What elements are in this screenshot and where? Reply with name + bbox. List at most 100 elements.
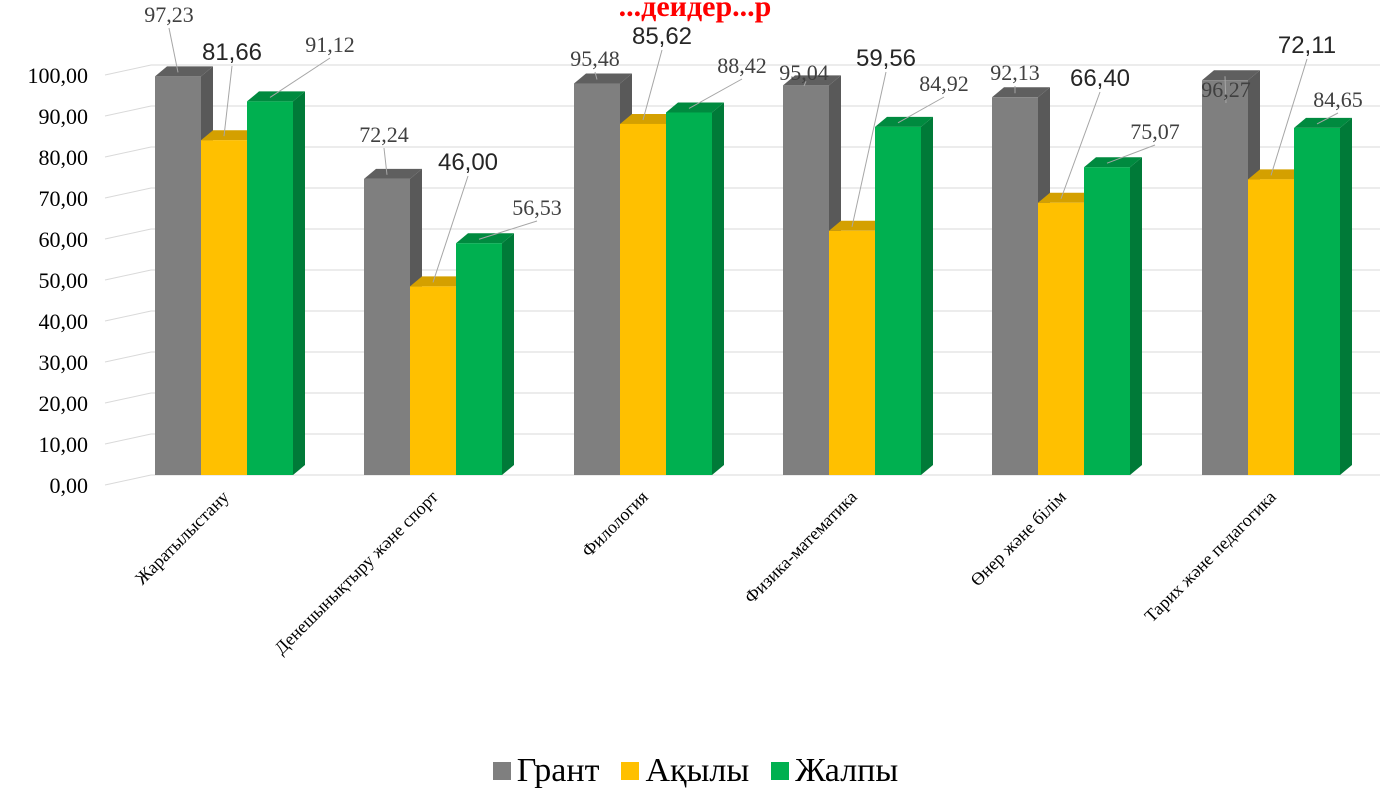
data-label-zhalpy: 56,53 bbox=[512, 195, 562, 220]
bar-top-aqyly bbox=[829, 220, 887, 231]
bar-zhalpy bbox=[875, 126, 921, 475]
legend-label-grant: Грант bbox=[516, 752, 600, 789]
data-label-grant: 95,04 bbox=[779, 60, 829, 85]
leader-line bbox=[1316, 112, 1339, 125]
y-tick-label: 100,00 bbox=[28, 63, 89, 88]
gridline-diag bbox=[104, 64, 152, 76]
bar-top-grant bbox=[783, 75, 841, 86]
gridline-diag bbox=[104, 146, 152, 158]
chart-title: ...дейдер...р bbox=[619, 0, 772, 23]
y-tick-label: 20,00 bbox=[39, 391, 89, 416]
y-tick-label: 60,00 bbox=[39, 227, 89, 252]
bar-zhalpy bbox=[247, 101, 293, 476]
bar-top-zhalpy bbox=[1084, 157, 1142, 168]
gridline-diag bbox=[104, 392, 152, 404]
category-label: Филология bbox=[578, 487, 652, 561]
category-label: Өнер және білім bbox=[966, 487, 1069, 590]
gridline-diag bbox=[104, 433, 152, 445]
leader-line bbox=[594, 71, 598, 80]
leader-line bbox=[642, 49, 663, 121]
data-label-grant: 72,24 bbox=[359, 122, 409, 147]
y-tick-label: 30,00 bbox=[39, 350, 89, 375]
data-label-aqyly: 81,66 bbox=[202, 39, 262, 66]
legend-label-zhalpy: Жалпы bbox=[795, 752, 899, 789]
bar-side-zhalpy bbox=[1130, 157, 1142, 475]
data-label-grant: 97,23 bbox=[144, 2, 194, 27]
category-label: Денешынықтыру және спорт bbox=[270, 487, 442, 659]
gridline-diag bbox=[104, 310, 152, 322]
bar-side-zhalpy bbox=[1340, 117, 1352, 475]
gridline-diag bbox=[104, 351, 152, 363]
leader-line bbox=[803, 81, 807, 87]
bar-top-zhalpy bbox=[247, 91, 305, 102]
leader-line bbox=[897, 96, 945, 124]
bar-top-zhalpy bbox=[666, 102, 724, 113]
bar-aqyly bbox=[410, 286, 456, 475]
y-tick-label: 10,00 bbox=[39, 432, 89, 457]
data-label-aqyly: 46,00 bbox=[438, 149, 498, 176]
bar-top-aqyly bbox=[410, 276, 468, 287]
legend-swatch-aqyly bbox=[621, 762, 640, 780]
bar-top-grant bbox=[992, 87, 1050, 98]
legend-label-aqyly: Ақылы bbox=[645, 752, 750, 789]
leader-line bbox=[432, 175, 469, 283]
bar-zhalpy bbox=[1294, 127, 1340, 475]
leader-line bbox=[1106, 144, 1156, 164]
bar-top-aqyly bbox=[620, 113, 678, 124]
bar-top-aqyly bbox=[1248, 169, 1306, 180]
bar-top-zhalpy bbox=[875, 116, 933, 127]
data-label-zhalpy: 88,42 bbox=[717, 53, 767, 78]
gridline-diag bbox=[104, 187, 152, 199]
leader-line bbox=[1060, 91, 1101, 199]
bar-grant bbox=[574, 83, 620, 476]
bar-top-grant bbox=[574, 73, 632, 84]
bar-grant bbox=[992, 97, 1038, 475]
gridline-diag bbox=[104, 228, 152, 240]
legend-item-aqyly: Ақылы bbox=[621, 752, 749, 790]
y-tick-label: 40,00 bbox=[39, 309, 89, 334]
leader-line bbox=[1270, 58, 1308, 176]
bar-zhalpy bbox=[666, 112, 712, 475]
bar-side-zhalpy bbox=[921, 116, 933, 475]
data-label-zhalpy: 84,65 bbox=[1313, 87, 1363, 112]
leader-line bbox=[383, 147, 388, 175]
data-label-zhalpy: 91,12 bbox=[305, 32, 355, 57]
bar-side-zhalpy bbox=[293, 91, 305, 476]
bar-top-zhalpy bbox=[1294, 117, 1352, 128]
bar-aqyly bbox=[1248, 179, 1294, 475]
bar-top-grant bbox=[1202, 70, 1260, 81]
leader-line bbox=[478, 220, 538, 240]
leader-line bbox=[269, 57, 331, 98]
legend-item-zhalpy: Жалпы bbox=[771, 752, 898, 790]
bar-top-grant bbox=[155, 66, 213, 77]
y-tick-label: 0,00 bbox=[50, 473, 89, 498]
legend-item-grant: Грант bbox=[492, 752, 600, 790]
bar-grant bbox=[155, 76, 201, 476]
bar-grant bbox=[783, 85, 829, 475]
y-tick-label: 90,00 bbox=[39, 104, 89, 129]
leader-line bbox=[223, 65, 233, 137]
bar-top-zhalpy bbox=[456, 233, 514, 244]
bar-top-grant bbox=[364, 168, 422, 179]
category-label: Жаратылыстану bbox=[131, 487, 233, 589]
bar-top-aqyly bbox=[1038, 192, 1096, 203]
leader-line bbox=[688, 78, 743, 109]
legend: Грант Ақылы Жалпы bbox=[0, 752, 1391, 790]
category-label: Тарих және педагогика bbox=[1140, 487, 1279, 626]
data-label-zhalpy: 75,07 bbox=[1130, 119, 1180, 144]
bar-zhalpy bbox=[1084, 167, 1130, 475]
leader-line bbox=[1224, 76, 1227, 104]
bar-side-zhalpy bbox=[712, 102, 724, 475]
bar-grant bbox=[364, 178, 410, 476]
leader-line bbox=[851, 71, 887, 227]
leader-line bbox=[168, 27, 179, 73]
category-label: Физика-математика bbox=[740, 487, 861, 608]
bar-aqyly bbox=[201, 140, 247, 475]
bar-aqyly bbox=[829, 230, 875, 475]
y-tick-label: 50,00 bbox=[39, 268, 89, 293]
gridline-diag bbox=[104, 474, 152, 486]
data-label-aqyly: 59,56 bbox=[856, 45, 916, 72]
data-label-grant: 92,13 bbox=[990, 60, 1040, 85]
data-label-aqyly: 72,11 bbox=[1278, 32, 1336, 59]
